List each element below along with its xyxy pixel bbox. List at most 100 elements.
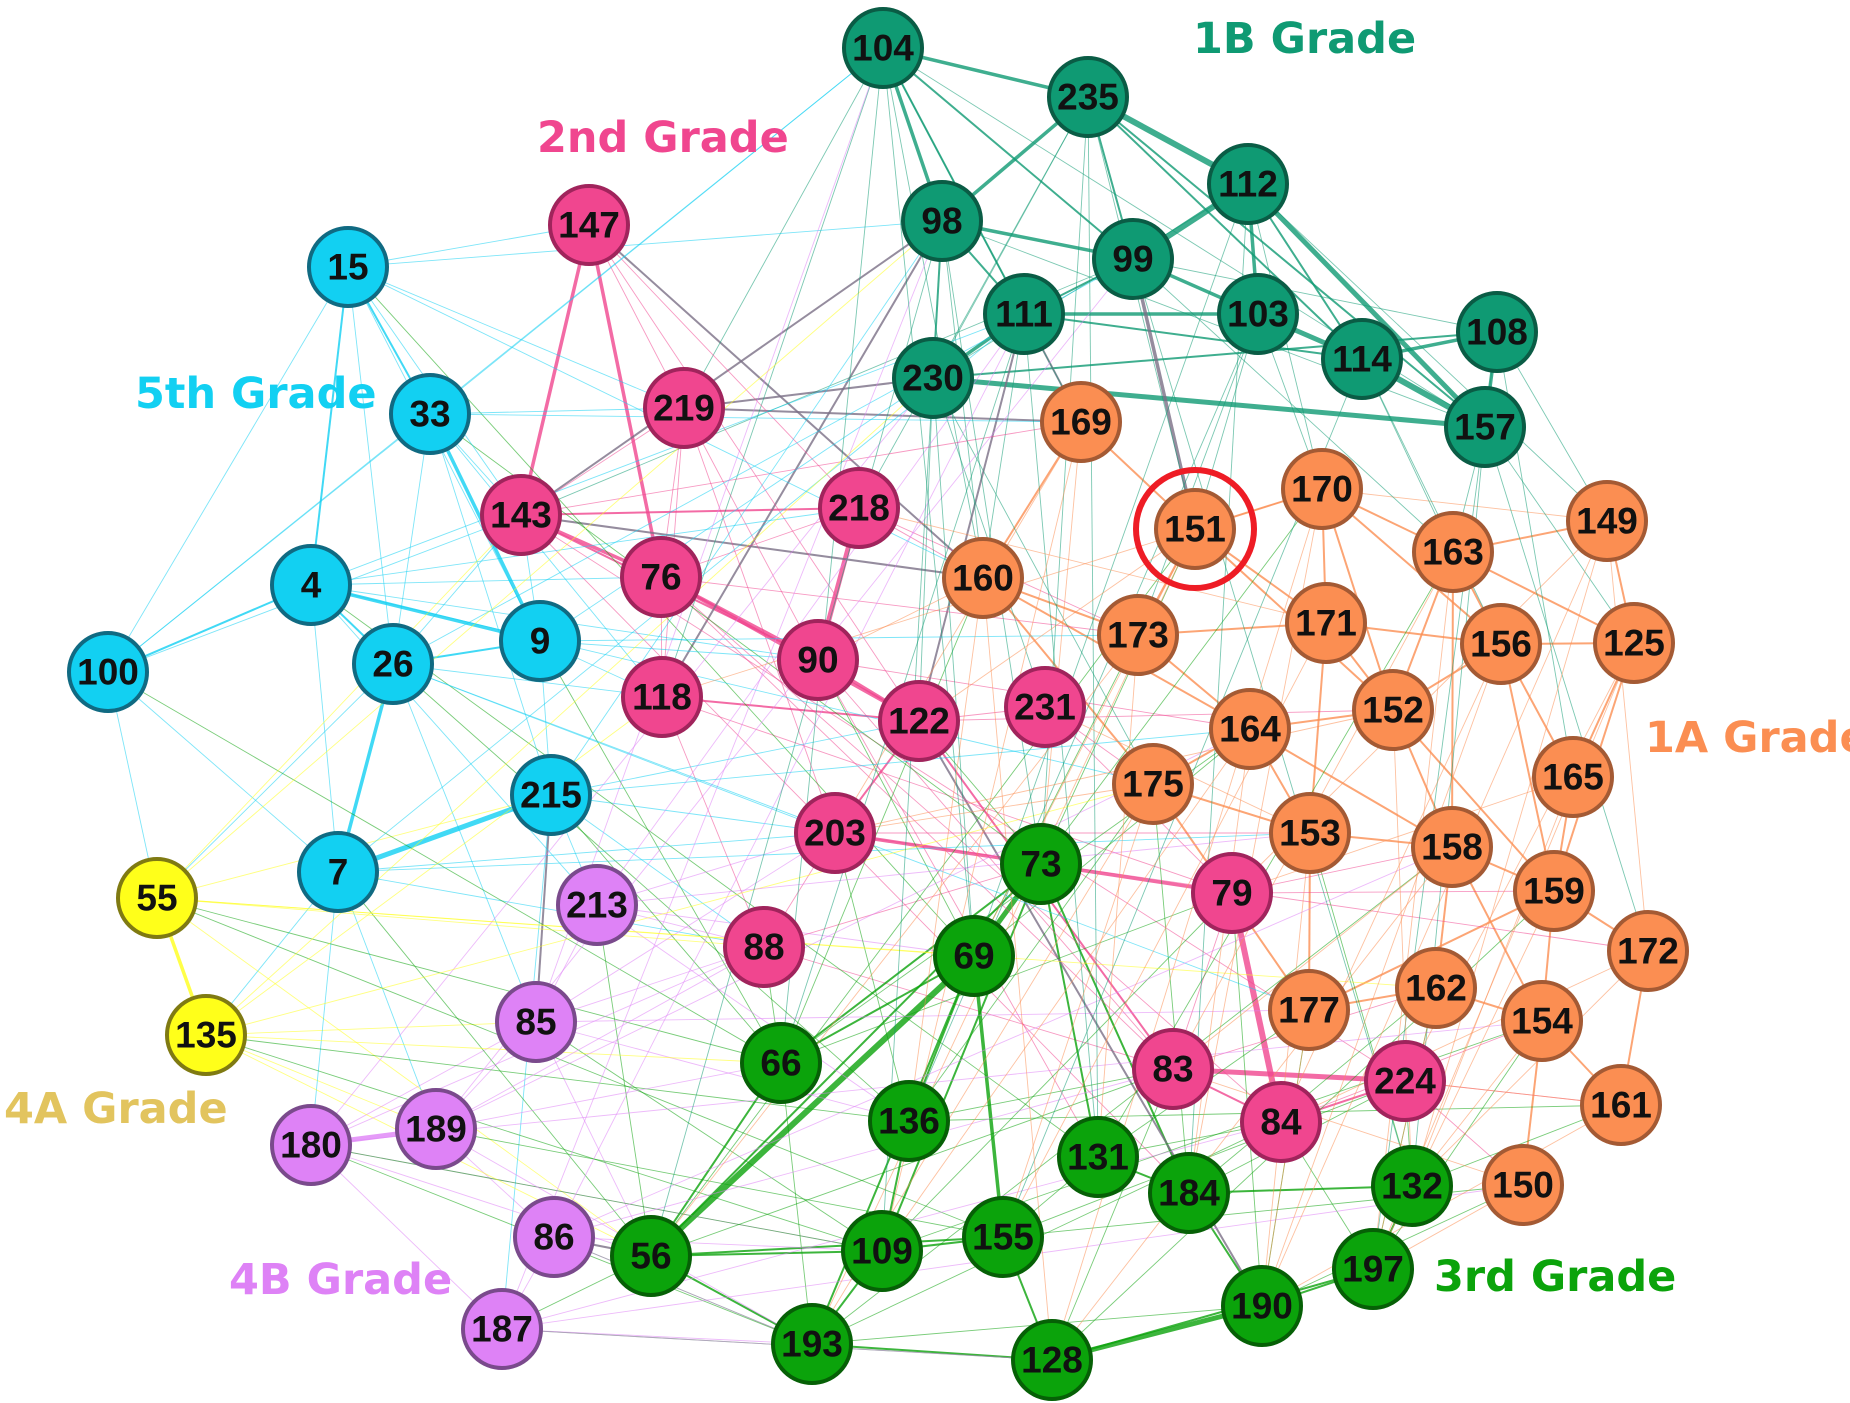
node-100[interactable]: 100 [67, 631, 149, 713]
node-111[interactable]: 111 [983, 273, 1065, 355]
node-79[interactable]: 79 [1191, 852, 1273, 934]
node-155[interactable]: 155 [962, 1196, 1044, 1278]
node-224[interactable]: 224 [1364, 1040, 1446, 1122]
node-55[interactable]: 55 [116, 857, 198, 939]
node-9[interactable]: 9 [499, 600, 581, 682]
node-85[interactable]: 85 [495, 981, 577, 1063]
node-154[interactable]: 154 [1501, 980, 1583, 1062]
node-153[interactable]: 153 [1269, 792, 1351, 874]
node-231[interactable]: 231 [1004, 666, 1086, 748]
node-label: 132 [1381, 1166, 1443, 1207]
node-158[interactable]: 158 [1411, 806, 1493, 888]
node-label: 163 [1422, 532, 1484, 573]
node-109[interactable]: 109 [841, 1210, 923, 1292]
node-76[interactable]: 76 [620, 536, 702, 618]
node-108[interactable]: 108 [1456, 291, 1538, 373]
node-189[interactable]: 189 [395, 1088, 477, 1170]
node-118[interactable]: 118 [621, 656, 703, 738]
node-15[interactable]: 15 [307, 226, 389, 308]
node-69[interactable]: 69 [933, 915, 1015, 997]
node-128[interactable]: 128 [1011, 1319, 1093, 1401]
node-circle [1482, 1144, 1564, 1226]
node-161[interactable]: 161 [1580, 1064, 1662, 1146]
edge-26-118 [392, 663, 663, 698]
node-159[interactable]: 159 [1513, 850, 1595, 932]
group-label-2nd: 2nd Grade [537, 113, 789, 163]
node-177[interactable]: 177 [1268, 969, 1350, 1051]
node-219[interactable]: 219 [643, 367, 725, 449]
node-84[interactable]: 84 [1240, 1081, 1322, 1163]
node-33[interactable]: 33 [389, 373, 471, 455]
node-187[interactable]: 187 [461, 1288, 543, 1370]
node-169[interactable]: 169 [1040, 381, 1122, 463]
node-131[interactable]: 131 [1057, 1116, 1139, 1198]
node-151[interactable]: 151 [1154, 488, 1236, 570]
node-152[interactable]: 152 [1352, 669, 1434, 751]
edge-33-26 [392, 413, 431, 665]
node-172[interactable]: 172 [1607, 910, 1689, 992]
edge-230-157 [932, 375, 1486, 430]
node-26[interactable]: 26 [352, 623, 434, 705]
node-56[interactable]: 56 [610, 1215, 692, 1297]
node-122[interactable]: 122 [878, 680, 960, 762]
node-184[interactable]: 184 [1148, 1152, 1230, 1234]
node-190[interactable]: 190 [1221, 1265, 1303, 1347]
node-165[interactable]: 165 [1532, 736, 1614, 818]
edge-128-197 [1051, 1268, 1374, 1361]
node-90[interactable]: 90 [777, 619, 859, 701]
edge-189-88 [435, 946, 765, 1130]
node-147[interactable]: 147 [548, 184, 630, 266]
edge-111-122 [918, 313, 1025, 722]
node-circle [1364, 1040, 1446, 1122]
node-160[interactable]: 160 [942, 537, 1024, 619]
edge-128-83 [1051, 1068, 1174, 1361]
node-235[interactable]: 235 [1047, 56, 1129, 138]
node-circle [962, 1196, 1044, 1278]
node-103[interactable]: 103 [1217, 273, 1299, 355]
node-171[interactable]: 171 [1285, 582, 1367, 664]
node-218[interactable]: 218 [818, 467, 900, 549]
node-173[interactable]: 173 [1097, 594, 1179, 676]
node-197[interactable]: 197 [1332, 1228, 1414, 1310]
node-180[interactable]: 180 [270, 1104, 352, 1186]
node-150[interactable]: 150 [1482, 1144, 1564, 1226]
edge-56-83 [650, 1068, 1174, 1257]
node-98[interactable]: 98 [901, 180, 983, 262]
node-112[interactable]: 112 [1207, 143, 1289, 225]
node-193[interactable]: 193 [771, 1303, 853, 1385]
node-label: 111 [995, 294, 1053, 335]
node-136[interactable]: 136 [868, 1080, 950, 1162]
node-143[interactable]: 143 [480, 474, 562, 556]
node-125[interactable]: 125 [1593, 602, 1675, 684]
node-230[interactable]: 230 [892, 337, 974, 419]
node-88[interactable]: 88 [723, 906, 805, 988]
edge-164-184 [1188, 728, 1251, 1194]
node-66[interactable]: 66 [740, 1022, 822, 1104]
edge-165-79 [1231, 776, 1574, 894]
edge-56-7 [337, 871, 652, 1257]
node-7[interactable]: 7 [297, 831, 379, 913]
node-162[interactable]: 162 [1395, 947, 1477, 1029]
node-104[interactable]: 104 [842, 7, 924, 89]
node-135[interactable]: 135 [165, 994, 247, 1076]
node-213[interactable]: 213 [556, 864, 638, 946]
node-163[interactable]: 163 [1412, 511, 1494, 593]
node-73[interactable]: 73 [1000, 823, 1082, 905]
edge-66-55 [156, 897, 782, 1064]
node-132[interactable]: 132 [1371, 1145, 1453, 1227]
node-164[interactable]: 164 [1209, 688, 1291, 770]
node-83[interactable]: 83 [1132, 1028, 1214, 1110]
node-86[interactable]: 86 [513, 1196, 595, 1278]
node-4[interactable]: 4 [270, 544, 352, 626]
node-149[interactable]: 149 [1566, 480, 1648, 562]
node-99[interactable]: 99 [1092, 218, 1174, 300]
node-215[interactable]: 215 [510, 754, 592, 836]
node-114[interactable]: 114 [1321, 318, 1403, 400]
node-203[interactable]: 203 [794, 792, 876, 874]
node-170[interactable]: 170 [1281, 448, 1363, 530]
node-157[interactable]: 157 [1444, 386, 1526, 468]
node-label: 135 [175, 1015, 237, 1056]
node-156[interactable]: 156 [1460, 603, 1542, 685]
edge-163-158 [1451, 551, 1454, 848]
node-175[interactable]: 175 [1112, 743, 1194, 825]
